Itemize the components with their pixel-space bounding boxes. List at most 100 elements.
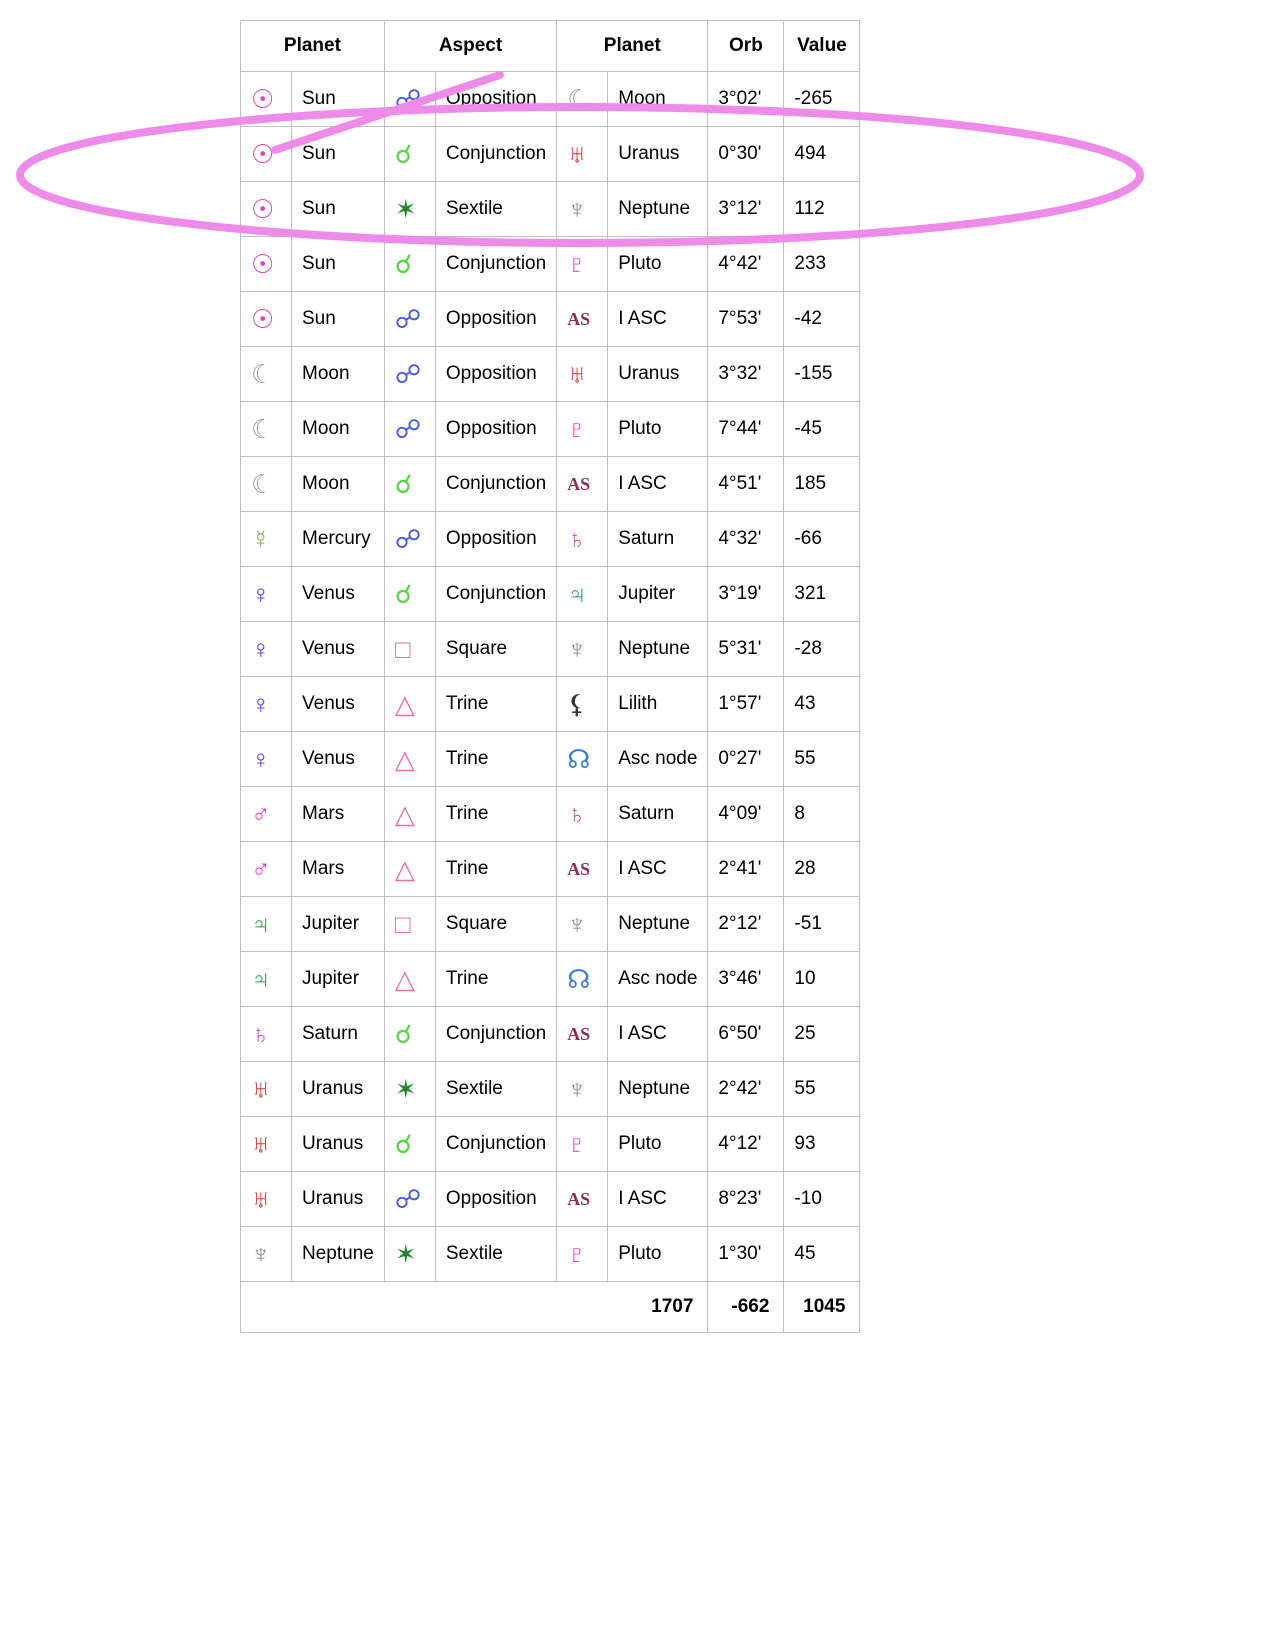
planet1-name: Neptune (292, 1227, 385, 1282)
planet2-name: Pluto (608, 1227, 708, 1282)
table-row: ☉Sun☌Conjunction♅Uranus0°30'494 (241, 127, 860, 182)
aspect-name: Sextile (435, 1227, 556, 1282)
table-row: ♀Venus□Square♆Neptune5°31'-28 (241, 622, 860, 677)
planet1-name: Sun (292, 292, 385, 347)
planet1-icon: ☉ (241, 182, 292, 237)
planet2-icon: AS (557, 1172, 608, 1227)
planet2-name: I ASC (608, 1172, 708, 1227)
orb-cell: 3°32' (708, 347, 784, 402)
planet1-name: Venus (292, 622, 385, 677)
planet2-name: Pluto (608, 1117, 708, 1172)
planet2-name: I ASC (608, 1007, 708, 1062)
col-planet2: Planet (557, 21, 708, 72)
planet1-name: Mercury (292, 512, 385, 567)
aspect-name: Opposition (435, 1172, 556, 1227)
planet2-icon: AS (557, 457, 608, 512)
aspect-name: Opposition (435, 347, 556, 402)
planet1-name: Moon (292, 347, 385, 402)
aspect-icon: △ (384, 842, 435, 897)
planet2-name: Neptune (608, 897, 708, 952)
table-row: ♅Uranus☌Conjunction♇Pluto4°12'93 (241, 1117, 860, 1172)
aspects-table: Planet Aspect Planet Orb Value ☉Sun☍Oppo… (240, 20, 860, 1333)
planet2-icon: ♇ (557, 1117, 608, 1172)
orb-cell: 2°42' (708, 1062, 784, 1117)
table-row: ♂Mars△TrineASI ASC2°41'28 (241, 842, 860, 897)
table-row: ☉Sun☍Opposition☾Moon3°02'-265 (241, 72, 860, 127)
planet1-name: Sun (292, 72, 385, 127)
planet1-icon: ♀ (241, 622, 292, 677)
orb-cell: 4°12' (708, 1117, 784, 1172)
aspect-icon: ✶ (384, 182, 435, 237)
planet2-icon: ♄ (557, 787, 608, 842)
aspect-name: Opposition (435, 402, 556, 457)
aspect-name: Conjunction (435, 1117, 556, 1172)
planet2-name: Moon (608, 72, 708, 127)
orb-cell: 4°51' (708, 457, 784, 512)
value-cell: 43 (784, 677, 860, 732)
planet1-name: Jupiter (292, 897, 385, 952)
aspect-icon: △ (384, 677, 435, 732)
aspect-name: Opposition (435, 512, 556, 567)
aspect-icon: ✶ (384, 1062, 435, 1117)
orb-cell: 0°27' (708, 732, 784, 787)
table-row: ♅Uranus✶Sextile♆Neptune2°42'55 (241, 1062, 860, 1117)
aspect-icon: ☌ (384, 127, 435, 182)
planet1-name: Moon (292, 457, 385, 512)
planet1-icon: ♃ (241, 897, 292, 952)
value-cell: 93 (784, 1117, 860, 1172)
aspect-icon: ☌ (384, 1007, 435, 1062)
planet2-icon: ♇ (557, 402, 608, 457)
aspect-icon: □ (384, 897, 435, 952)
aspect-icon: △ (384, 732, 435, 787)
orb-cell: 7°53' (708, 292, 784, 347)
aspect-icon: ☍ (384, 512, 435, 567)
planet1-name: Saturn (292, 1007, 385, 1062)
orb-cell: 7°44' (708, 402, 784, 457)
aspect-name: Conjunction (435, 1007, 556, 1062)
table-row: ☾Moon☍Opposition♇Pluto7°44'-45 (241, 402, 860, 457)
planet1-icon: ♂ (241, 842, 292, 897)
aspect-name: Sextile (435, 1062, 556, 1117)
table-row: ♆Neptune✶Sextile♇Pluto1°30'45 (241, 1227, 860, 1282)
planet1-icon: ♀ (241, 732, 292, 787)
value-cell: -10 (784, 1172, 860, 1227)
value-cell: 8 (784, 787, 860, 842)
aspect-name: Trine (435, 787, 556, 842)
value-cell: 233 (784, 237, 860, 292)
aspect-icon: ☌ (384, 567, 435, 622)
total-sum: 1045 (784, 1282, 860, 1333)
value-cell: 185 (784, 457, 860, 512)
value-cell: -155 (784, 347, 860, 402)
planet1-name: Sun (292, 127, 385, 182)
aspect-name: Trine (435, 842, 556, 897)
table-row: ☉Sun☌Conjunction♇Pluto4°42'233 (241, 237, 860, 292)
planet2-icon: ♇ (557, 1227, 608, 1282)
table-row: ♀Venus△Trine☊Asc node0°27'55 (241, 732, 860, 787)
planet1-icon: ♂ (241, 787, 292, 842)
value-cell: 28 (784, 842, 860, 897)
planet2-name: Neptune (608, 1062, 708, 1117)
planet2-name: Asc node (608, 732, 708, 787)
planet1-icon: ☉ (241, 292, 292, 347)
aspect-icon: ☍ (384, 1172, 435, 1227)
planet1-icon: ♆ (241, 1227, 292, 1282)
orb-cell: 1°30' (708, 1227, 784, 1282)
aspect-icon: ☌ (384, 1117, 435, 1172)
planet2-name: Neptune (608, 182, 708, 237)
aspect-name: Square (435, 622, 556, 677)
orb-cell: 1°57' (708, 677, 784, 732)
planet1-icon: ♀ (241, 567, 292, 622)
table-row: ☾Moon☍Opposition♅Uranus3°32'-155 (241, 347, 860, 402)
planet2-name: Saturn (608, 512, 708, 567)
total-positive: 1707 (608, 1282, 708, 1333)
aspect-name: Conjunction (435, 567, 556, 622)
table-row: ♅Uranus☍OppositionASI ASC8°23'-10 (241, 1172, 860, 1227)
planet1-name: Venus (292, 567, 385, 622)
total-negative: -662 (708, 1282, 784, 1333)
value-cell: -51 (784, 897, 860, 952)
planet1-name: Uranus (292, 1172, 385, 1227)
planet2-name: Neptune (608, 622, 708, 677)
planet2-icon: AS (557, 842, 608, 897)
aspect-name: Conjunction (435, 237, 556, 292)
planet2-icon: ♇ (557, 237, 608, 292)
